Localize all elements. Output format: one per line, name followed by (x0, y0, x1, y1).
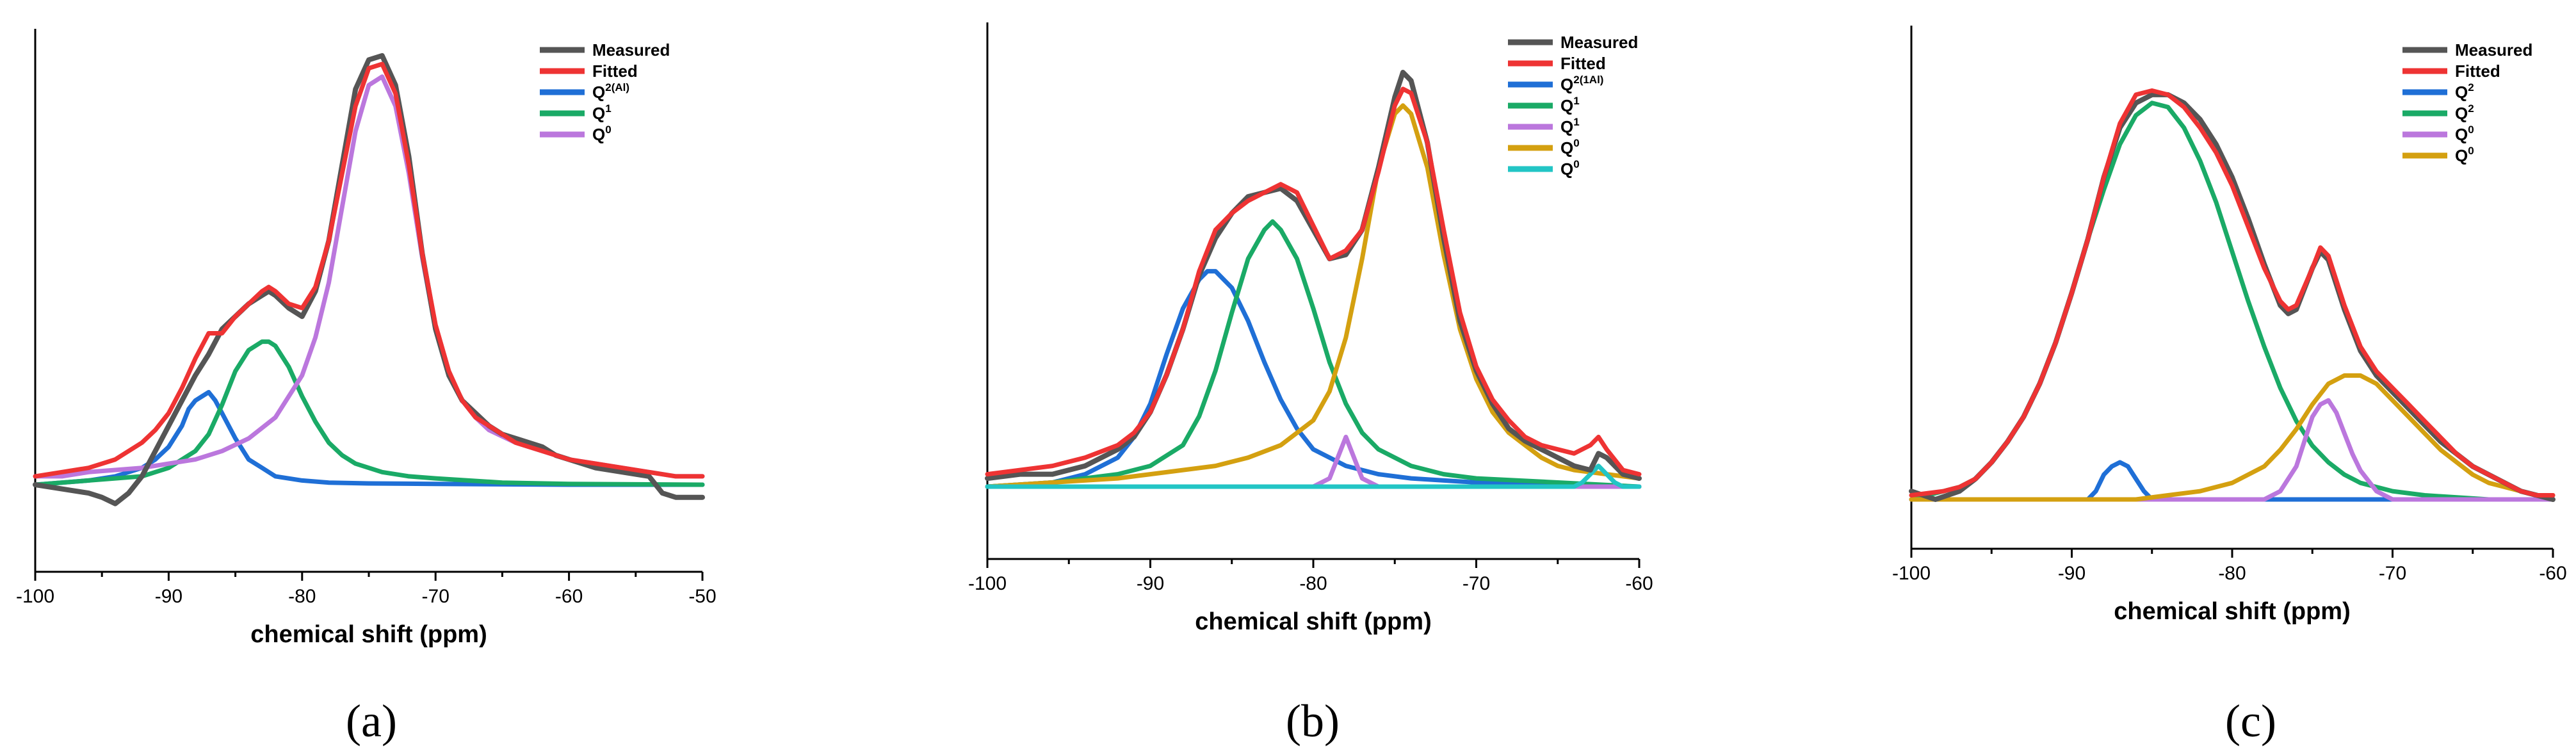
x-tick-label: -60 (2539, 563, 2566, 584)
series-line-q0 (985, 103, 1642, 489)
series-line-q0 (985, 464, 1642, 489)
legend-label: Measured (592, 40, 670, 60)
x-tick-label: -90 (155, 586, 182, 607)
legend-label: Measured (2455, 40, 2532, 60)
series-line-fitted (33, 61, 705, 479)
x-tick-label: -70 (422, 586, 450, 607)
legend-label: Q0 (1560, 137, 1580, 158)
x-tick-label: -80 (1299, 573, 1327, 594)
x-tick-label: -50 (688, 586, 716, 607)
series-line-fitted (985, 86, 1642, 477)
chart-panel-c: -100 -90 -80 -70 -60 chemical shift (ppm) Meas… (1892, 26, 2567, 625)
legend-label: Q0 (1560, 158, 1580, 179)
series-line-fitted (1909, 88, 2556, 498)
chart-panel-b: -100 -90 -80 -70 -60 chemical shift (ppm) Meas… (968, 22, 1653, 635)
legend-label: Q2 (2455, 81, 2474, 102)
x-tick-label: -60 (555, 586, 583, 607)
x-tick-label: -100 (1892, 563, 1931, 584)
x-tick-label: -70 (2379, 563, 2406, 584)
legend-label: Q2(1Al) (1560, 74, 1603, 94)
panel-label: (c) (2225, 695, 2276, 747)
x-axis-label: chemical shift (ppm) (250, 621, 487, 648)
legend-label: Fitted (1560, 54, 1606, 73)
legend-label: Q0 (2455, 145, 2474, 165)
series-line-q2 (1909, 460, 2556, 502)
x-tick-label: -70 (1462, 573, 1490, 594)
series-line-q1 (985, 219, 1642, 489)
x-axis-label: chemical shift (ppm) (2114, 598, 2351, 625)
x-tick-label: -100 (968, 573, 1007, 594)
legend-label: Q0 (2455, 124, 2474, 144)
legend-label: Q1 (592, 102, 612, 123)
legend-label: Q1 (1560, 95, 1580, 115)
x-tick-label: -80 (288, 586, 316, 607)
legend-label: Fitted (2455, 61, 2500, 81)
legend-label: Fitted (592, 61, 638, 81)
x-tick-label: -100 (16, 586, 54, 607)
chart-panel-a: -100 -90 -80 -70 -60 -50 chemical shift (ppm) M… (16, 29, 717, 648)
x-tick-label: -90 (1137, 573, 1164, 594)
legend-label: Measured (1560, 33, 1638, 52)
x-tick-label: -80 (2218, 563, 2246, 584)
panel-label: (a) (346, 695, 397, 747)
series-line-q0 (1909, 398, 2556, 502)
legend-label: Q0 (592, 124, 612, 144)
series-line-q0 (1909, 373, 2556, 502)
x-axis-label: chemical shift (ppm) (1195, 608, 1432, 635)
panel-label: (b) (1286, 695, 1340, 747)
legend-label: Q1 (1560, 116, 1580, 136)
x-tick-label: -90 (2058, 563, 2086, 584)
x-tick-label: -60 (1625, 573, 1653, 594)
series-line-q1 (33, 339, 705, 487)
legend-label: Q2(Al) (592, 81, 629, 102)
legend-label: Q2 (2455, 102, 2474, 123)
